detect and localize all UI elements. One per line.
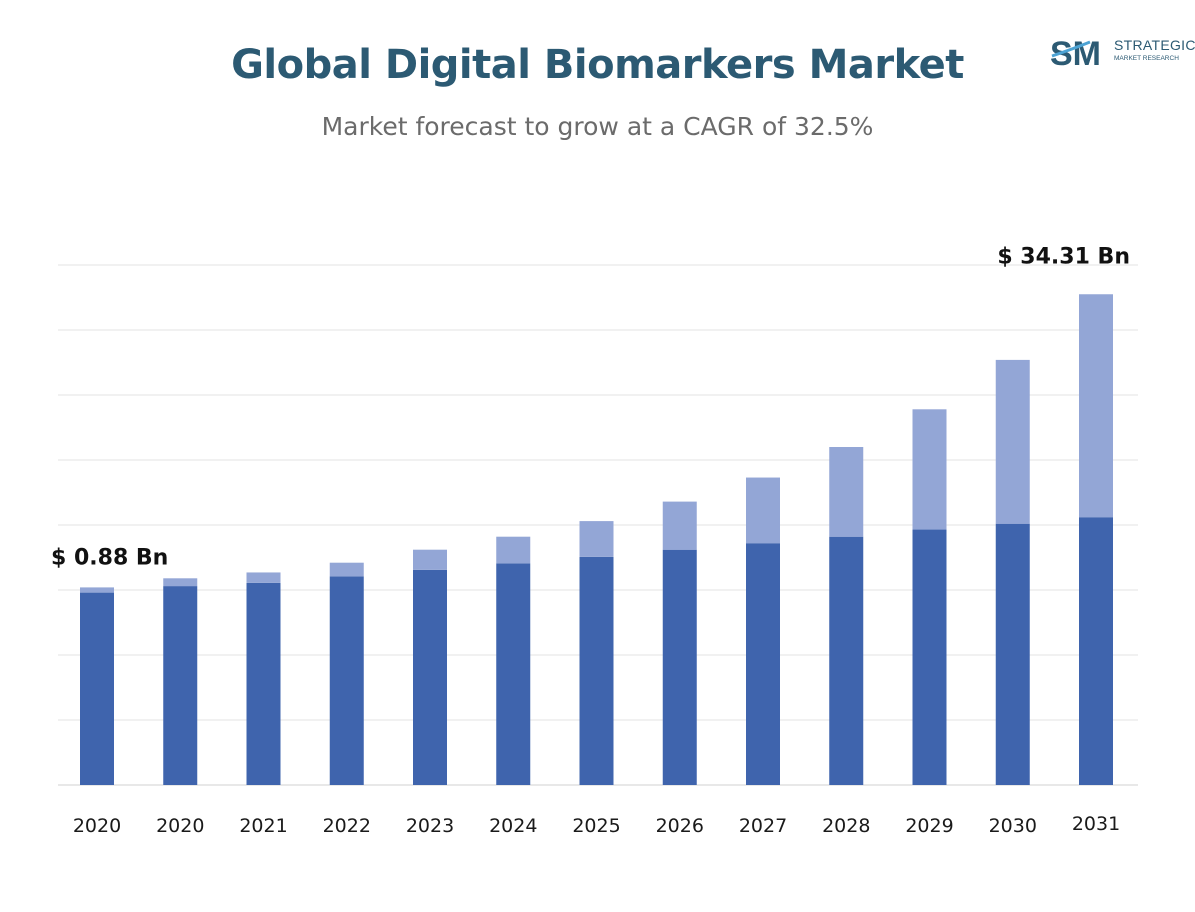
- bar-segment-base: [995, 523, 1030, 785]
- bar-segment-growth: [496, 536, 531, 564]
- bar-segment-growth: [246, 572, 281, 583]
- bar-segment-base: [1079, 517, 1113, 785]
- x-tick-label: 2023: [406, 815, 454, 837]
- x-tick-label: 2026: [656, 815, 704, 837]
- bar-segment-growth: [746, 477, 780, 544]
- bar-segment-growth: [829, 447, 864, 537]
- bar-segment-base: [496, 563, 531, 785]
- bar-segment-growth: [1079, 294, 1113, 518]
- x-tick-label: 2025: [572, 815, 620, 837]
- logo-wordmark: STRATEGIC: [1114, 37, 1195, 53]
- x-tick-label: 2027: [739, 815, 787, 837]
- x-tick-label: 2030: [989, 815, 1037, 837]
- x-tick-label: 2020: [156, 815, 204, 837]
- bar-segment-base: [413, 569, 447, 785]
- chart-title: Global Digital Biomarkers Market: [231, 42, 964, 88]
- bar-segment-base: [662, 549, 697, 785]
- value-annotation: $ 34.31 Bn: [997, 244, 1130, 269]
- x-tick-label: 2021: [239, 815, 287, 837]
- x-tick-label: 2022: [323, 815, 371, 837]
- x-tick-label: 2029: [905, 815, 953, 837]
- value-annotation: $ 0.88 Bn: [51, 545, 168, 570]
- x-tick-label: 2020: [73, 815, 121, 837]
- bar-segment-base: [579, 556, 614, 785]
- bar-segment-base: [329, 576, 364, 785]
- logo-mark-icon: SM: [1050, 35, 1101, 70]
- bar-segment-base: [746, 543, 780, 785]
- company-logo: SM STRATEGIC MARKET RESEARCH: [1048, 34, 1195, 70]
- bar-segment-growth: [912, 409, 947, 530]
- logo-subtext: MARKET RESEARCH: [1114, 55, 1179, 62]
- bar-segment-base: [163, 586, 198, 785]
- bar-segment-growth: [413, 549, 447, 570]
- x-tick-label: 2024: [489, 815, 537, 837]
- chart-subtitle: Market forecast to grow at a CAGR of 32.…: [321, 112, 874, 141]
- bar-segment-base: [912, 529, 947, 785]
- bar-segment-growth: [579, 521, 614, 557]
- x-tick-label: 2031: [1072, 813, 1120, 835]
- bar-segment-growth: [80, 587, 114, 593]
- bar-segment-base: [80, 592, 114, 785]
- x-tick-label: 2028: [822, 815, 870, 837]
- bar-segment-growth: [995, 359, 1030, 524]
- bar-segment-growth: [163, 578, 198, 587]
- bar-segment-growth: [662, 501, 697, 550]
- bar-segment-base: [829, 536, 864, 785]
- bar-segment-growth: [329, 562, 364, 577]
- bar-segment-base: [246, 582, 281, 785]
